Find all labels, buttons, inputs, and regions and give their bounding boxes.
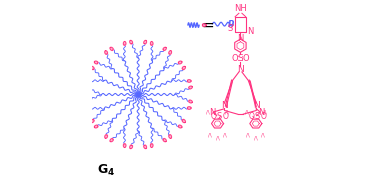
Text: O: O xyxy=(260,112,266,121)
Text: S: S xyxy=(217,112,222,121)
Polygon shape xyxy=(178,61,182,64)
Polygon shape xyxy=(163,139,166,142)
Polygon shape xyxy=(182,66,185,70)
Text: :: : xyxy=(241,54,244,63)
Polygon shape xyxy=(144,40,147,44)
Polygon shape xyxy=(84,100,87,103)
Text: N: N xyxy=(258,108,264,117)
Text: S: S xyxy=(227,24,233,33)
Text: /\: /\ xyxy=(246,132,250,137)
Text: =: = xyxy=(201,18,214,33)
Text: N: N xyxy=(237,65,244,74)
Polygon shape xyxy=(110,139,113,142)
Text: O: O xyxy=(248,112,254,121)
Text: NH: NH xyxy=(234,4,247,13)
Polygon shape xyxy=(85,80,89,82)
Text: /\: /\ xyxy=(216,135,219,140)
Text: O: O xyxy=(223,112,229,121)
Text: N: N xyxy=(253,101,260,110)
Text: /\: /\ xyxy=(208,132,212,137)
Text: N: N xyxy=(247,27,253,36)
Text: :: : xyxy=(237,54,239,63)
Text: O: O xyxy=(231,54,238,63)
Polygon shape xyxy=(94,125,98,128)
Text: $\mathbf{G_4}$: $\mathbf{G_4}$ xyxy=(97,163,116,178)
Text: /\: /\ xyxy=(225,110,229,115)
Polygon shape xyxy=(150,42,153,45)
Polygon shape xyxy=(169,51,171,54)
Text: O: O xyxy=(210,112,216,121)
Polygon shape xyxy=(178,125,182,128)
Polygon shape xyxy=(124,42,126,45)
Polygon shape xyxy=(187,107,191,109)
Text: O: O xyxy=(243,54,249,63)
Polygon shape xyxy=(105,51,108,54)
Text: S: S xyxy=(255,112,260,121)
Text: /\: /\ xyxy=(254,135,258,140)
Text: N: N xyxy=(209,108,215,117)
Text: /\: /\ xyxy=(206,110,210,115)
Text: /\: /\ xyxy=(223,132,227,137)
Polygon shape xyxy=(187,80,191,82)
Text: /\: /\ xyxy=(244,110,248,115)
Polygon shape xyxy=(182,119,185,123)
Polygon shape xyxy=(144,145,147,149)
Polygon shape xyxy=(150,144,153,147)
Polygon shape xyxy=(130,40,132,44)
Polygon shape xyxy=(91,66,94,70)
Polygon shape xyxy=(124,144,126,147)
Polygon shape xyxy=(189,100,192,103)
Polygon shape xyxy=(163,47,166,50)
Polygon shape xyxy=(85,107,89,109)
Text: S: S xyxy=(238,54,243,63)
Text: N: N xyxy=(221,101,228,110)
Text: N: N xyxy=(237,34,244,43)
Polygon shape xyxy=(202,24,206,26)
Text: P: P xyxy=(228,20,234,29)
Polygon shape xyxy=(130,145,132,149)
Polygon shape xyxy=(110,47,113,50)
Polygon shape xyxy=(105,135,108,138)
Polygon shape xyxy=(94,61,98,64)
Polygon shape xyxy=(84,86,87,89)
Text: /\: /\ xyxy=(262,132,265,137)
Polygon shape xyxy=(91,119,94,123)
Polygon shape xyxy=(189,86,192,89)
Text: /\: /\ xyxy=(263,110,267,115)
Polygon shape xyxy=(169,135,171,138)
